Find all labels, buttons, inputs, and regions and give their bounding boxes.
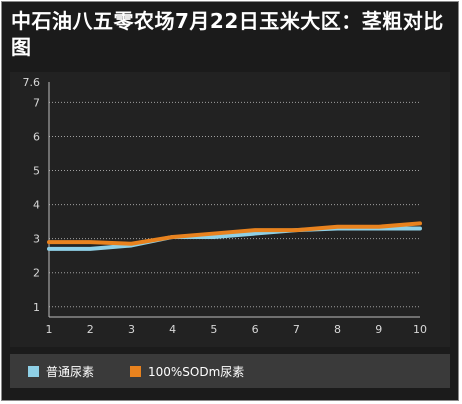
x-tick-label-7: 8 xyxy=(334,323,341,336)
x-tick-label-1: 2 xyxy=(87,323,94,336)
legend-item-series-1: 普通尿素 xyxy=(28,363,94,380)
x-tick-label-6: 7 xyxy=(293,323,300,336)
legend-label-series-2: 100%SODm尿素 xyxy=(148,365,245,379)
legend-item-series-2: 100%SODm尿素 xyxy=(130,363,244,380)
y-tick-label-1: 2 xyxy=(33,267,40,280)
x-tick-label-0: 1 xyxy=(46,323,53,336)
series-line-2 xyxy=(47,221,422,246)
y-tick-label-0: 1 xyxy=(33,301,40,314)
x-tick-label-4: 5 xyxy=(210,323,217,336)
x-tick-label-3: 4 xyxy=(169,323,176,336)
x-tick-label-8: 9 xyxy=(375,323,382,336)
legend-swatch-series-1 xyxy=(28,366,39,377)
y-tick-label-4: 5 xyxy=(33,165,40,178)
legend-swatch-series-2 xyxy=(130,366,141,377)
x-tick-label-5: 6 xyxy=(252,323,259,336)
y-tick-label-3: 4 xyxy=(33,199,40,212)
plot-panel xyxy=(10,72,450,347)
legend: 普通尿素 100%SODm尿素 xyxy=(10,354,450,388)
chart-title: 中石油八五零农场7月22日玉米大区：茎粗对比图 xyxy=(11,9,444,59)
x-tick-label-2: 3 xyxy=(128,323,135,336)
legend-label-series-1: 普通尿素 xyxy=(46,365,95,379)
y-tick-label-5: 6 xyxy=(33,130,40,143)
x-tick-label-9: 10 xyxy=(413,323,427,336)
y-tick-label-2: 3 xyxy=(33,233,40,246)
y-tick-label-6: 7 xyxy=(33,96,40,109)
y-tick-label-7: 7.6 xyxy=(23,76,41,89)
